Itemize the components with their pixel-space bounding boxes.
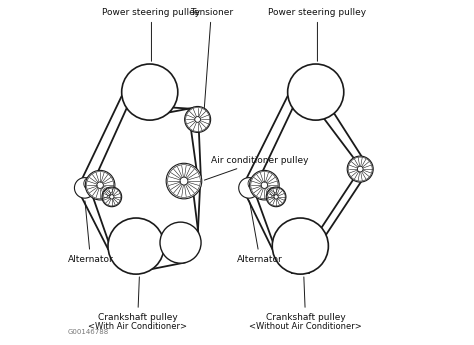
Text: Air conditioner pulley: Air conditioner pulley: [204, 156, 309, 180]
Circle shape: [166, 163, 202, 199]
Text: Power steering pulley: Power steering pulley: [268, 8, 366, 61]
Circle shape: [185, 107, 210, 132]
Circle shape: [108, 218, 164, 274]
Text: G00146788: G00146788: [68, 329, 109, 335]
Circle shape: [266, 187, 286, 207]
Circle shape: [261, 182, 268, 188]
Circle shape: [74, 178, 95, 198]
Circle shape: [122, 64, 178, 120]
Circle shape: [97, 182, 103, 188]
Circle shape: [85, 170, 115, 200]
Text: Crankshaft pulley: Crankshaft pulley: [265, 277, 346, 322]
Circle shape: [272, 218, 328, 274]
Circle shape: [288, 64, 344, 120]
Text: Crankshaft pulley: Crankshaft pulley: [98, 277, 178, 322]
Circle shape: [250, 170, 279, 200]
Text: <With Air Conditioner>: <With Air Conditioner>: [88, 322, 187, 332]
Circle shape: [160, 222, 201, 263]
Text: <Without Air Conditioner>: <Without Air Conditioner>: [249, 322, 362, 332]
Text: Tensioner: Tensioner: [190, 8, 233, 108]
Text: Power steering pulley: Power steering pulley: [102, 8, 201, 61]
Circle shape: [195, 117, 201, 122]
Text: Alternator: Alternator: [237, 201, 283, 264]
Circle shape: [274, 195, 278, 199]
Circle shape: [239, 178, 259, 198]
Circle shape: [347, 156, 373, 182]
Circle shape: [102, 187, 122, 207]
Circle shape: [109, 195, 114, 199]
Circle shape: [180, 177, 188, 185]
Text: Alternator: Alternator: [68, 201, 113, 264]
Circle shape: [357, 166, 363, 172]
